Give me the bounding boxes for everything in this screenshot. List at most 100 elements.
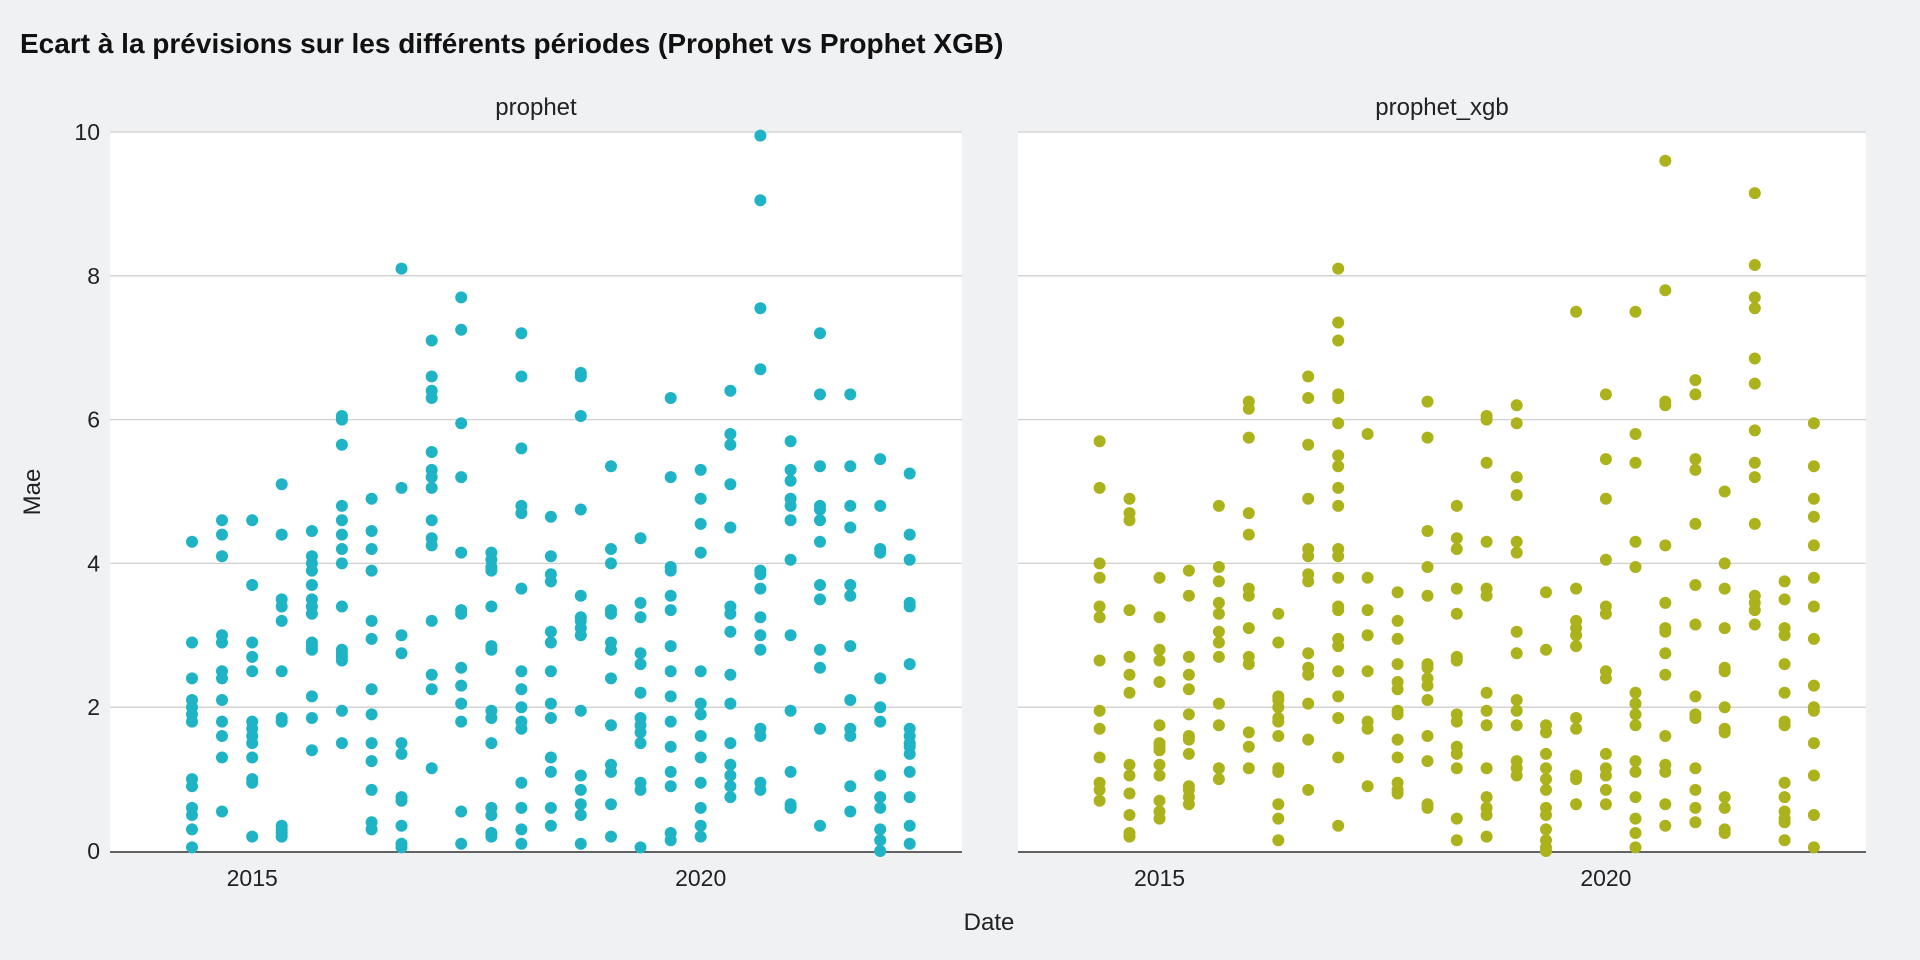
data-point [1629,791,1642,804]
data-point [544,751,557,764]
data-point [814,661,826,674]
data-point [1093,722,1106,735]
data-point [425,668,438,681]
data-point [1302,647,1315,660]
data-point [1480,791,1493,804]
data-point [1807,417,1820,430]
data-point [1689,762,1702,775]
data-point [574,769,587,782]
data-point [1123,686,1136,699]
data-point [1807,460,1820,473]
data-point [485,600,498,613]
data-point [1242,740,1255,753]
data-point [216,694,228,706]
data-point [574,589,587,602]
data-point [335,737,348,750]
data-point [395,262,408,275]
data-point [1659,819,1672,832]
data-point [515,507,528,520]
data-point [395,629,408,642]
data-point [605,719,617,732]
data-point [874,715,887,728]
data-point [605,607,617,620]
data-point [335,499,348,512]
data-point [1361,604,1374,617]
data-point [1361,629,1374,642]
data-point [1748,259,1761,271]
data-point [186,535,198,548]
data-point [455,607,468,620]
data-point [216,730,228,742]
data-point [1570,640,1583,653]
data-point [1599,453,1612,466]
data-point [814,535,826,548]
data-point [335,528,348,541]
y-tick-label: 10 [74,119,100,145]
data-point [1391,733,1404,746]
data-point [1391,614,1404,627]
data-point [425,392,438,404]
data-point [544,697,557,710]
data-point [1332,550,1345,563]
data-point [455,805,468,818]
data-point [1361,722,1374,735]
data-point [1659,647,1672,660]
data-point [1361,428,1374,440]
data-point [425,481,438,494]
data-point [605,798,617,811]
data-point [485,712,498,724]
data-point [1540,726,1552,739]
data-point [246,665,259,678]
x-axis-label: Date [964,909,1015,936]
data-point [1807,492,1820,505]
data-point [1748,352,1761,365]
data-point [574,783,587,796]
data-point [1778,791,1791,804]
data-point [874,546,887,559]
data-point [634,737,647,750]
data-point [186,809,198,821]
data-point [485,830,498,843]
data-point [1629,456,1642,469]
data-point [1332,449,1345,462]
data-point [694,708,707,721]
y-tick-label: 8 [87,263,100,289]
data-point [903,765,916,778]
data-point [1332,481,1345,494]
data-point [1480,686,1493,699]
data-point [1540,845,1552,857]
data-point [574,837,587,850]
data-point [1629,697,1642,710]
data-point [1510,719,1523,732]
data-point [275,614,288,627]
data-point [1302,697,1315,710]
data-point [1212,625,1225,638]
data-point [1450,715,1463,728]
data-point [664,780,677,793]
data-point [1093,654,1106,667]
data-point [1212,575,1225,588]
data-point [1153,654,1166,667]
data-point [724,737,737,750]
data-point [1212,607,1225,620]
data-point [1212,719,1225,732]
data-point [365,632,378,645]
data-point [1480,809,1493,821]
data-point [455,417,468,430]
data-point [1153,769,1166,782]
data-point [844,499,857,512]
data-point [1689,783,1702,796]
data-point [634,532,647,545]
data-point [1689,374,1702,387]
data-point [1718,791,1731,804]
data-point [275,600,288,613]
data-point [814,643,826,656]
data-point [874,769,887,782]
data-point [186,841,198,854]
data-point [574,370,587,383]
data-point [1629,827,1642,839]
data-point [694,492,707,505]
y-tick-label: 4 [87,550,100,576]
data-point [1778,816,1791,829]
data-point [664,665,677,678]
